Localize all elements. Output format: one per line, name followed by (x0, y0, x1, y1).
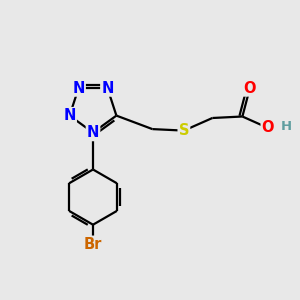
Text: O: O (244, 80, 256, 95)
Text: H: H (281, 120, 292, 133)
Text: N: N (72, 81, 85, 96)
Text: N: N (63, 108, 76, 123)
Text: Br: Br (84, 237, 102, 252)
Text: N: N (87, 125, 99, 140)
Text: O: O (262, 120, 274, 135)
Text: N: N (101, 81, 114, 96)
Text: S: S (178, 123, 189, 138)
